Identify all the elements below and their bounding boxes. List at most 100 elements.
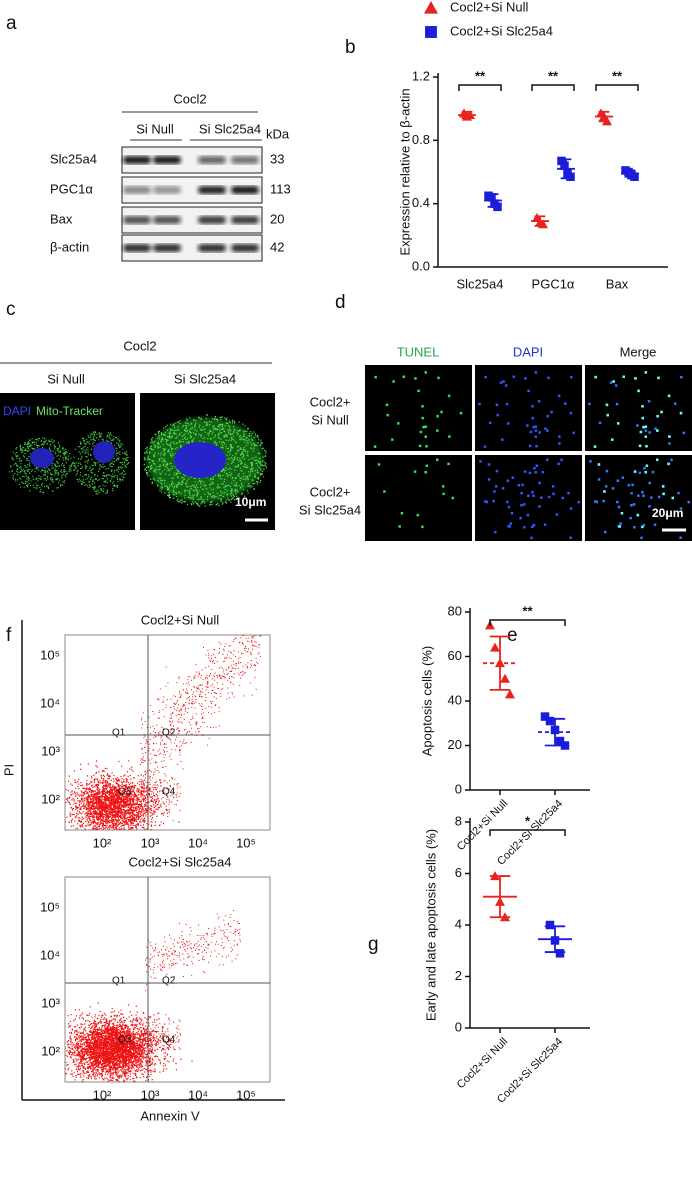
nucleus [30,448,54,468]
y-tick-label: 60 [448,648,462,663]
panel-letter: c [6,299,16,320]
scale-label: 10μm [235,495,266,509]
event-dots [65,910,241,1082]
y-tick-label: 10² [41,1043,60,1058]
protein-label: PGC1α [50,181,93,196]
nucleus [93,441,115,463]
y-tick-label: 80 [448,603,462,618]
panel-letter: f [6,625,12,646]
x-tick-label: Slc25a4 [457,276,504,291]
data-point [557,156,566,166]
axis-label: Annexin V [140,1108,200,1123]
plot-title: Cocl2+Si Null [141,612,220,627]
quadrant-label: Q4 [162,787,176,798]
channel-label: TUNEL [397,344,440,359]
y-tick-label: 10⁵ [40,647,60,662]
cell-signal [9,437,73,494]
channel-label: Merge [620,344,657,359]
y-tick-label: 0 [455,781,462,796]
significance-bracket [458,84,502,91]
band [198,216,226,224]
significance-label: ** [522,603,533,618]
y-tick-label: 1.2 [412,68,430,83]
legend-label: Cocl2+Si Slc25a4 [450,23,553,38]
band [123,186,151,194]
x-tick-label: Cocl2+Si Null [455,798,510,853]
y-tick-label: 40 [448,692,462,707]
band [231,244,259,252]
y-tick-label: 10⁴ [40,947,60,962]
data-point [425,26,437,38]
group-label: Si Null [47,371,85,386]
panel-letter: g [368,934,379,955]
band [198,244,226,252]
band [153,244,181,252]
row-label: Cocl2+ [310,484,351,499]
y-tick-label: 10³ [41,743,60,758]
quadrant-label: Q3 [118,1035,132,1046]
significance-label: ** [612,68,623,83]
channel-label: DAPI [513,344,543,359]
micrograph [365,455,472,541]
quadrant-label: Q1 [112,976,126,987]
plot-title: Cocl2+Si Slc25a4 [129,854,232,869]
stain-label: Mito-Tracker [36,404,103,418]
axis-label: Apoptosis cells (%) [419,646,434,757]
panel-letter: d [335,292,346,313]
group-label: Si Slc25a4 [174,371,236,386]
weight-label: 20 [270,211,284,226]
data-point [545,920,555,930]
panel-letter: e [507,625,518,646]
x-tick-label: 10³ [141,1087,160,1102]
y-tick-label: 6 [455,865,462,880]
y-tick-label: 4 [455,916,462,931]
group-label: Si Null [136,121,174,136]
significance-label: ** [475,68,486,83]
band [153,216,181,224]
data-point [560,161,569,170]
protein-label: β-actin [50,239,89,254]
treatment-label: Cocl2 [123,338,156,353]
y-tick-label: 8 [455,813,462,828]
data-point [545,716,555,726]
significance-bracket [595,84,639,91]
y-tick-label: 10⁵ [40,899,60,914]
x-tick-label: 10² [93,835,112,850]
nucleus [174,442,226,478]
quadrant-label: Q2 [162,976,176,987]
tunel-signal [377,458,454,529]
band [231,216,259,224]
micrograph [475,365,582,451]
band [198,186,226,194]
x-tick-label: Cocl2+Si Null [455,1036,510,1091]
data-point [487,193,496,202]
band [123,156,151,164]
quadrant-label: Q1 [112,728,126,739]
significance-label: * [525,813,531,828]
x-tick-label: 10⁵ [236,1087,256,1102]
weight-label: 113 [270,181,291,196]
data-point [540,712,550,721]
y-tick-label: 0 [455,1019,462,1034]
x-tick-label: 10³ [141,835,160,850]
y-tick-label: 10³ [41,995,60,1010]
axis-label: PI [1,764,16,776]
y-tick-label: 0.8 [412,132,430,147]
x-tick-label: Bax [606,276,629,291]
significance-bracket [531,84,575,91]
quadrant-label: Q4 [162,1035,176,1046]
x-tick-label: PGC1α [532,276,575,291]
micrograph [475,455,582,541]
significance-label: ** [548,68,559,83]
treatment-label: Cocl2 [173,91,206,106]
micrograph [365,365,472,451]
band [123,216,151,224]
data-point [555,736,565,746]
band [153,186,181,194]
data-point [555,949,565,958]
protein-label: Bax [50,211,73,226]
weight-label: 42 [270,239,284,254]
group-label: Si Slc25a4 [199,121,261,136]
row-label: Cocl2+ [310,394,351,409]
